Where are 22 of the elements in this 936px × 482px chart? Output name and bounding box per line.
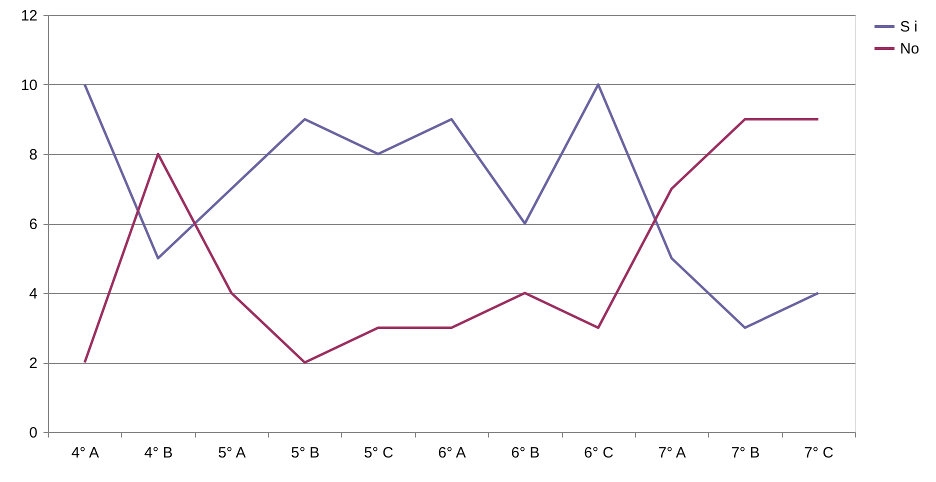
y-tick-label: 2 [29, 355, 38, 372]
x-tick-label: 4° B [144, 444, 173, 462]
x-tick-label: 6° A [438, 444, 466, 462]
x-tick-label: 6° B [511, 444, 540, 462]
y-tick-label: 10 [20, 77, 38, 94]
line-series [83, 83, 820, 329]
legend-label: S i [900, 18, 918, 36]
y-tick-label: 12 [20, 8, 38, 24]
x-tick-label: 7° B [731, 444, 760, 462]
x-tick-label: 5° C [364, 444, 394, 462]
x-tick-label: 5° A [218, 444, 246, 462]
legend-label: No [900, 40, 920, 58]
x-tick-label: 4° A [71, 444, 100, 462]
y-tick-label: 4 [29, 286, 38, 302]
y-tick-label: 8 [29, 146, 38, 164]
x-tick-label: 6° C [584, 444, 614, 462]
y-tick-label: 6 [29, 216, 38, 233]
x-tick-label: 7° A [658, 444, 686, 462]
line-series [83, 118, 820, 364]
y-tick-label: 0 [29, 424, 38, 442]
x-tick-label: 7° C [804, 444, 834, 462]
x-tick-label: 5° B [291, 444, 320, 462]
